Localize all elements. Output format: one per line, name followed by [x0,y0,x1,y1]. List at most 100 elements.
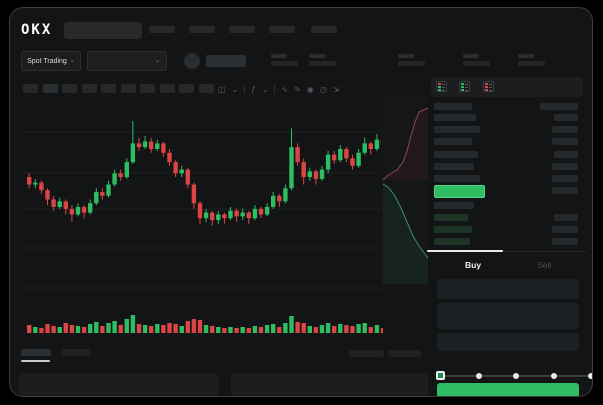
tab-buy[interactable]: Buy [465,260,482,270]
stat-value-placeholder [463,61,490,66]
coin-avatar [184,53,200,69]
timeframe-button[interactable] [159,84,175,93]
orderbook-toolbar-strip [431,77,583,97]
ask-price-placeholder [434,114,476,121]
timeframe-button[interactable] [81,84,97,93]
stat-label-placeholder [398,54,414,58]
orders-tab-history[interactable] [61,349,91,356]
spot-trading-label: Spot Trading [27,57,67,65]
toolbar-divider [244,84,246,94]
price-input[interactable] [437,279,579,299]
okx-logo[interactable]: OKX [21,22,53,38]
nav-item-placeholder[interactable] [269,26,295,33]
last-price-badge[interactable] [434,185,485,198]
ask-price-placeholder [434,151,478,158]
timeframe-button[interactable] [198,84,214,93]
timeframe-button[interactable] [101,84,116,93]
slider-stop-dot[interactable] [475,373,482,379]
market-stat [518,54,548,67]
timeframe-button[interactable] [42,84,58,93]
orderbook-asks-icon[interactable] [483,81,494,92]
stat-value-placeholder [518,61,545,66]
ask-price-placeholder [434,126,480,133]
spot-trading-dropdown[interactable]: Spot Trading ⌄ [21,51,81,71]
chevron-down-icon: ⌄ [69,58,75,64]
stat-value-placeholder [309,61,336,66]
market-stat [463,54,493,67]
bid-size-placeholder [552,226,578,233]
active-tab-indicator [427,250,503,252]
ask-size-placeholder [552,138,578,145]
nav-item-placeholder[interactable] [229,26,255,33]
bid-price-placeholder [434,214,468,221]
timer-icon[interactable]: ◷ [319,84,327,94]
stat-label-placeholder [463,54,479,58]
orders-filter-1[interactable] [349,350,384,357]
orderbook-bids-icon[interactable] [459,81,470,92]
market-stat [398,54,428,67]
ask-price-placeholder [434,175,480,182]
chevron-down-icon[interactable]: ⌄ [261,84,269,94]
draw-icon[interactable]: ✎ [294,84,301,94]
fullscreen-icon[interactable]: ⇲ [332,84,340,94]
toolbar-divider [274,84,276,94]
nav-item-placeholder[interactable] [189,26,215,33]
chart-tools: ◫ ⌄ ƒ ⌄ ∿ ✎ ◉ ◷ ⇲ [211,82,340,96]
orders-table-placeholder [19,373,218,396]
search-input[interactable] [64,22,142,39]
ask-size-placeholder [552,163,578,170]
ask-size-placeholder [554,114,578,121]
slider-stop-dot[interactable] [513,373,519,379]
slider-stop-dot[interactable] [550,373,557,379]
candle-style-icon[interactable]: ◫ [218,84,226,94]
stat-value-placeholder [398,61,425,66]
candlestick-chart[interactable] [21,101,383,343]
nav-item-placeholder[interactable] [149,26,175,33]
stat-value-placeholder [271,61,298,66]
orderbook-header-right [540,103,578,110]
depth-chart[interactable] [381,96,428,292]
orders-tab-open[interactable] [21,349,51,356]
total-input[interactable] [437,333,579,351]
slider-handle[interactable] [436,371,445,380]
amount-input[interactable] [437,303,579,329]
timeframe-button[interactable] [140,84,155,93]
ask-size-placeholder [552,175,578,182]
timeframe-button[interactable] [62,84,77,93]
indicator-icon[interactable]: ƒ [251,84,256,94]
orderbook-both-icon[interactable] [436,81,447,92]
market-stat [271,54,301,67]
orders-filter-2[interactable] [388,350,421,357]
bid-size-placeholder [552,238,578,245]
trade-tabs-divider [427,251,586,252]
buy-submit-button[interactable] [437,383,579,396]
orders-tab-underline [21,360,50,362]
bid-price-placeholder [434,202,474,209]
tab-sell[interactable]: Sell [537,260,552,270]
line-tool-icon[interactable]: ∿ [281,84,289,94]
ask-size-placeholder [554,151,578,158]
last-row-size-placeholder [552,187,578,194]
stat-label-placeholder [309,54,325,58]
orders-table-placeholder [231,373,428,396]
ask-price-placeholder [434,163,474,170]
chevron-down-icon: ⌄ [154,58,160,64]
bid-price-placeholder [434,226,472,233]
nav-item-placeholder[interactable] [311,26,337,33]
stat-label-placeholder [271,54,287,58]
ask-price-placeholder [434,138,472,145]
timeframe-button[interactable] [23,84,38,93]
timeframe-button[interactable] [120,84,136,93]
stat-label-placeholder [518,54,534,58]
bid-size-placeholder [554,214,578,221]
pair-name-placeholder [206,55,246,67]
camera-icon[interactable]: ◉ [306,84,314,94]
browser-card: OKX Spot Trading ⌄ ⌄ ◫ ⌄ ƒ ⌄ ∿ ✎ ◉ ◷ ⇲ [9,7,593,397]
slider-stop-dot[interactable] [588,373,592,379]
market-stat [309,54,339,67]
pair-selector-dropdown[interactable]: ⌄ [87,51,167,71]
timeframe-button[interactable] [179,84,194,93]
ask-size-placeholder [552,126,578,133]
chevron-down-icon[interactable]: ⌄ [231,84,239,94]
